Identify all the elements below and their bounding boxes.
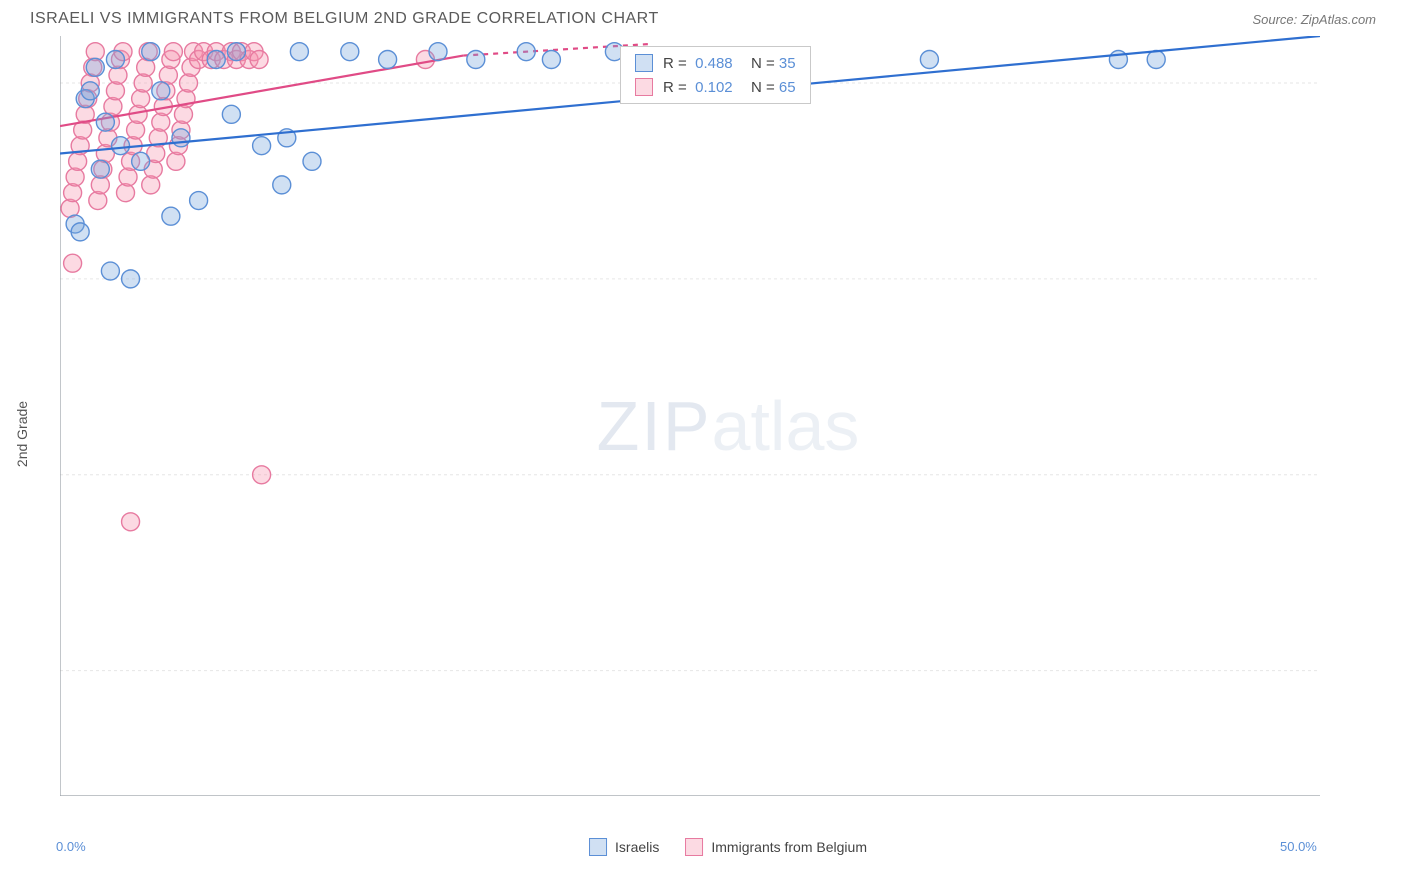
x-tick-label: 50.0% <box>1280 839 1317 854</box>
chart-header: ISRAELI VS IMMIGRANTS FROM BELGIUM 2ND G… <box>0 0 1406 36</box>
legend-label: Israelis <box>615 839 659 855</box>
chart-title: ISRAELI VS IMMIGRANTS FROM BELGIUM 2ND G… <box>30 10 659 28</box>
stats-n-label: N = 35 <box>743 55 796 72</box>
legend-swatch <box>685 838 703 856</box>
legend-item: Immigrants from Belgium <box>685 838 867 856</box>
chart-container: 2nd Grade ZIPatlas R = 0.488 N = 35R = 0… <box>60 36 1396 816</box>
series-swatch <box>635 54 653 72</box>
legend-swatch <box>589 838 607 856</box>
stats-row: R = 0.102 N = 65 <box>621 75 810 99</box>
legend: Israelis Immigrants from Belgium <box>589 838 867 856</box>
x-tick-label: 0.0% <box>56 839 86 854</box>
stats-r-label: R = 0.488 <box>663 55 733 72</box>
legend-item: Israelis <box>589 838 659 856</box>
series-swatch <box>635 78 653 96</box>
correlation-stats-box: R = 0.488 N = 35R = 0.102 N = 65 <box>620 46 811 104</box>
stats-n-label: N = 65 <box>743 79 796 96</box>
legend-label: Immigrants from Belgium <box>711 839 867 855</box>
y-axis-label: 2nd Grade <box>14 401 30 467</box>
source-attribution: Source: ZipAtlas.com <box>1252 12 1376 27</box>
stats-row: R = 0.488 N = 35 <box>621 51 810 75</box>
scatter-plot <box>60 36 1320 796</box>
stats-r-label: R = 0.102 <box>663 79 733 96</box>
